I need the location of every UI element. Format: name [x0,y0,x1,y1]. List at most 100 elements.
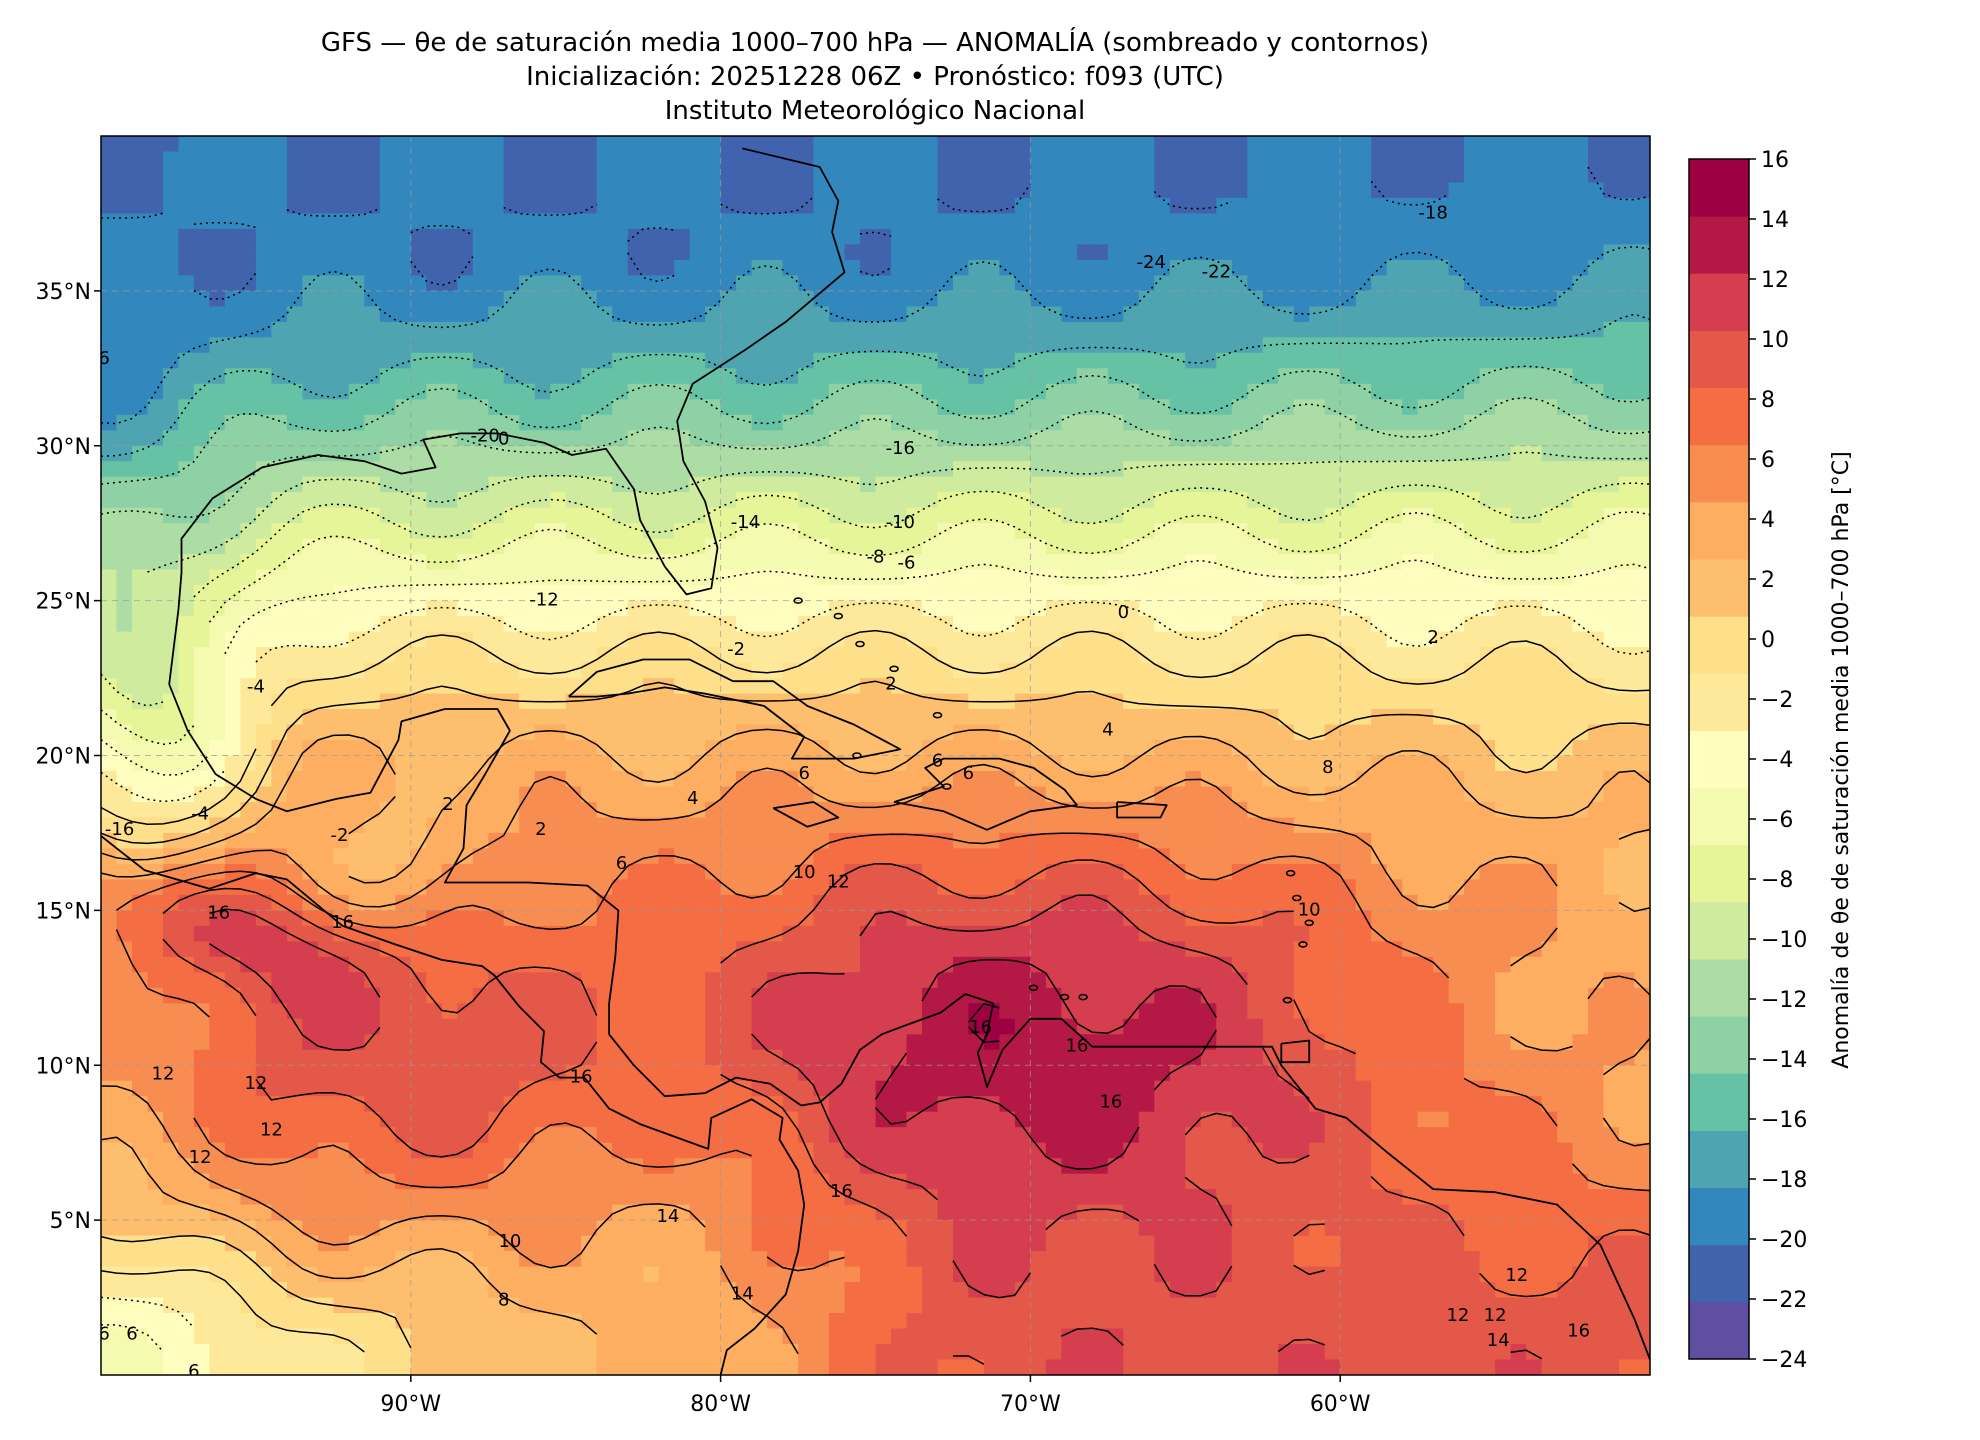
field-cell [798,523,815,540]
field-cell [1030,724,1047,741]
field-cell [1185,368,1202,385]
field-cell [860,167,877,184]
field-cell [829,848,846,865]
field-cell [1138,461,1155,478]
field-cell [1231,167,1248,184]
field-cell [534,259,551,276]
field-cell [1619,678,1636,695]
field-cell [163,259,180,276]
field-cell [1262,848,1279,865]
field-cell [1572,631,1589,648]
field-cell [1634,383,1650,400]
field-cell [1619,476,1636,493]
field-cell [891,600,908,617]
field-cell [1262,755,1279,772]
field-cell [1448,476,1465,493]
field-cell [1371,414,1388,431]
field-cell [658,755,675,772]
field-cell [1510,848,1527,865]
field-cell [1603,182,1620,199]
field-cell [1324,848,1341,865]
field-cell [1216,894,1233,911]
field-cell [1541,197,1558,214]
field-cell [441,414,458,431]
field-cell [1092,399,1109,416]
field-cell [922,724,939,741]
field-cell [798,136,815,153]
field-cell [379,662,396,679]
field-cell [550,136,567,153]
field-cell [302,755,319,772]
field-cell [132,600,149,617]
field-cell [317,662,334,679]
field-cell [1433,492,1450,509]
field-cell [441,693,458,710]
field-cell [1200,306,1217,323]
field-cell [255,631,272,648]
field-cell [255,136,272,153]
field-cell [410,523,427,540]
field-cell [705,755,722,772]
field-cell [1030,476,1047,493]
field-cell [1526,616,1543,633]
field-cell [1324,523,1341,540]
field-cell [1355,693,1372,710]
field-cell [983,306,1000,323]
field-cell [1169,306,1186,323]
field-cell [302,724,319,741]
field-cell [178,383,195,400]
field-cell [1495,647,1512,664]
field-cell [767,476,784,493]
field-cell [1603,631,1620,648]
field-cell [395,244,412,261]
field-cell [132,337,149,354]
field-cell [1541,182,1558,199]
field-cell [906,755,923,772]
field-cell [1634,430,1650,447]
field-cell [101,538,118,555]
field-cell [302,151,319,168]
field-cell [1324,368,1341,385]
field-cell [1510,182,1527,199]
field-cell [1433,554,1450,571]
field-cell [1417,709,1434,726]
field-cell [736,631,753,648]
field-cell [782,740,799,757]
field-cell [627,817,644,834]
field-cell [1154,600,1171,617]
field-cell [1154,399,1171,416]
field-cell [116,724,133,741]
field-cell [1278,631,1295,648]
field-cell [751,228,768,245]
field-cell [1123,228,1140,245]
field-cell [255,771,272,788]
field-cell [317,352,334,369]
field-cell [674,662,691,679]
field-cell [1309,523,1326,540]
field-cell [503,306,520,323]
field-cell [457,167,474,184]
field-cell [1293,492,1310,509]
field-cell [379,275,396,292]
field-cell [1309,693,1326,710]
field-cell [240,631,257,648]
field-cell [565,414,582,431]
field-cell [1355,290,1372,307]
field-cell [1495,848,1512,865]
field-cell [286,678,303,695]
field-cell [1417,244,1434,261]
field-cell [224,507,241,524]
field-cell [1154,352,1171,369]
field-cell [1123,879,1140,896]
field-cell [1154,879,1171,896]
field-cell [983,523,1000,540]
field-cell [751,755,768,772]
field-cell [503,352,520,369]
field-cell [519,802,536,819]
field-cell [1572,259,1589,276]
field-cell [1123,399,1140,416]
field-cell [1030,569,1047,586]
field-cell [209,647,226,664]
field-cell [1169,863,1186,880]
field-cell [240,244,257,261]
